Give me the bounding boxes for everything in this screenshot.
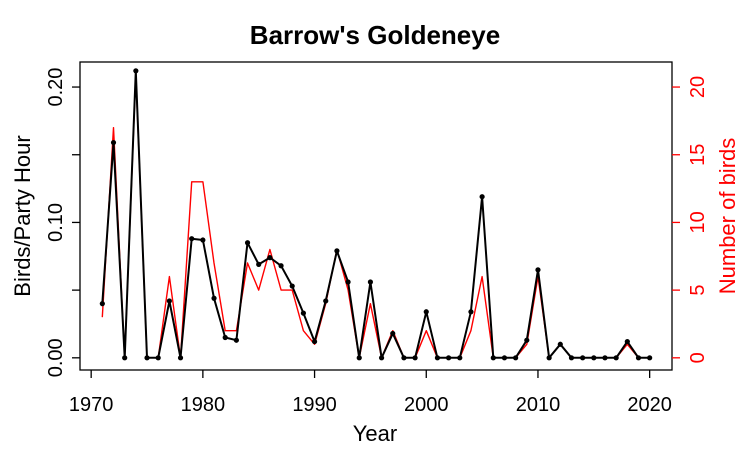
data-point	[144, 355, 150, 361]
data-point	[189, 236, 195, 242]
data-point	[334, 248, 340, 254]
chart-title: Barrow's Goldeneye	[250, 20, 500, 50]
data-point	[110, 139, 117, 146]
series-layer	[99, 68, 653, 361]
data-point	[468, 309, 474, 315]
data-point	[166, 298, 172, 304]
data-point	[378, 355, 385, 361]
data-point	[222, 334, 228, 341]
data-point	[356, 355, 362, 361]
x-tick-label: 1970	[69, 394, 114, 416]
data-point	[423, 309, 429, 315]
data-point	[390, 330, 396, 337]
data-point	[591, 355, 597, 361]
data-point	[535, 267, 541, 273]
data-point	[401, 355, 407, 361]
data-point	[613, 355, 619, 361]
data-point	[367, 279, 374, 285]
data-point	[244, 240, 251, 246]
data-point	[300, 310, 306, 316]
x-tick-label: 2010	[516, 394, 561, 416]
data-point	[256, 261, 262, 267]
data-point	[602, 355, 608, 361]
data-point	[513, 355, 519, 361]
data-point	[323, 298, 329, 304]
y2-tick-label: 10	[687, 211, 709, 233]
y-axis-right: 0 5 10 15 20	[672, 76, 709, 363]
x-tick-label: 2020	[627, 394, 672, 416]
y2-tick-label: 0	[687, 352, 709, 363]
data-point	[99, 301, 105, 307]
data-point	[524, 337, 530, 343]
data-point	[580, 355, 586, 361]
data-point	[122, 355, 128, 361]
x-tick-label: 1990	[292, 394, 337, 416]
plot-frame	[79, 61, 673, 371]
data-point	[311, 338, 318, 345]
data-point	[568, 355, 575, 361]
y2-tick-label: 5	[687, 285, 709, 296]
data-point	[200, 237, 206, 243]
data-point	[557, 341, 563, 347]
y-axis-left: 0.00 0.10 0.20	[45, 68, 80, 377]
data-point	[289, 283, 295, 289]
series-line-birds-per-party-hour	[101, 69, 650, 359]
data-point	[635, 355, 642, 361]
data-point	[278, 263, 284, 269]
y2-axis-label: Number of birds	[715, 138, 740, 295]
data-point	[155, 355, 161, 361]
data-point	[647, 355, 653, 361]
data-point	[546, 355, 552, 361]
data-point	[233, 337, 239, 343]
data-point	[479, 194, 485, 200]
y2-tick-label: 20	[687, 76, 709, 98]
x-tick-label: 2000	[404, 394, 449, 416]
data-point	[446, 355, 452, 361]
y2-tick-label: 15	[687, 144, 709, 166]
data-point	[267, 255, 273, 261]
y-axis-label: Birds/Party Hour	[10, 135, 35, 296]
data-point	[211, 295, 217, 301]
x-axis: 1970 1980 1990 2000 2010 2020	[69, 370, 672, 416]
data-point	[434, 355, 441, 361]
x-tick-label: 1980	[181, 394, 226, 416]
data-point	[624, 338, 630, 345]
data-point	[133, 68, 139, 74]
y-tick-label: 0.10	[45, 203, 67, 242]
data-point	[501, 355, 508, 361]
data-point	[457, 355, 463, 361]
x-axis-label: Year	[353, 421, 397, 446]
data-point	[345, 279, 351, 285]
data-point	[490, 355, 496, 361]
y-tick-label: 0.00	[45, 338, 67, 377]
y-tick-label: 0.20	[45, 68, 67, 107]
data-point	[177, 355, 184, 361]
data-point	[412, 355, 418, 361]
